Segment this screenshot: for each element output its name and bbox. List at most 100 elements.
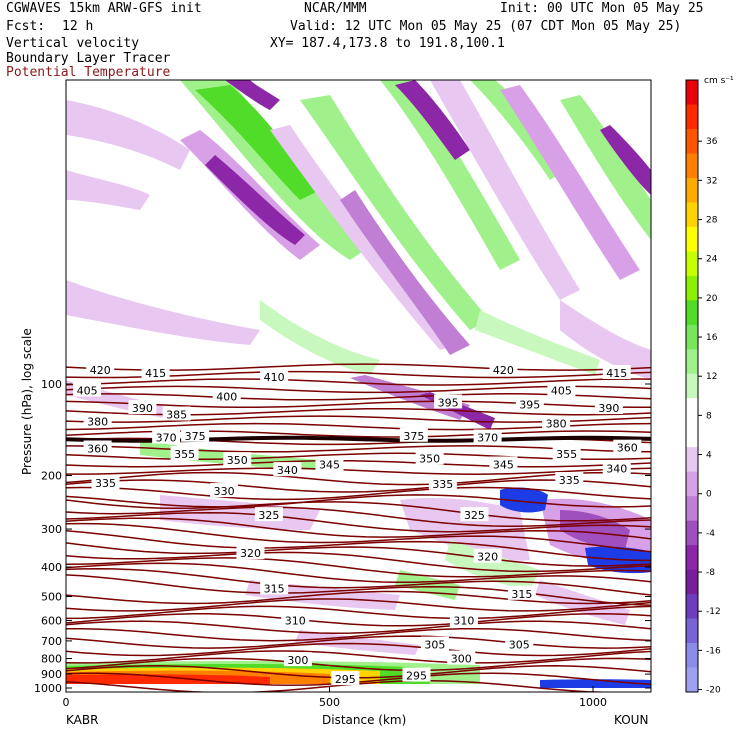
theta-contour: [66, 511, 651, 533]
colorbar: 36 32 28 24 20 16 12 8 4 0 -4 -8 -12 -16 -20: [685, 79, 721, 696]
theta-label: 335: [432, 478, 453, 491]
theta-label: 300: [451, 653, 472, 666]
theta-label: 360: [617, 442, 638, 455]
colorbar-tick-label: 32: [706, 176, 717, 186]
theta-label-bg: [181, 427, 210, 442]
colorbar-swatch: [686, 153, 698, 179]
theta-label-bg: [602, 460, 631, 475]
theta-label: 340: [277, 464, 298, 477]
y-tick-label: 400: [41, 561, 62, 574]
cross-section-xy: XY= 187.4,173.8 to 191.8,100.1: [270, 36, 505, 51]
theta-label: 305: [509, 639, 530, 652]
y-tick-label: 500: [41, 590, 62, 603]
theta-label-bg: [594, 400, 623, 415]
theta-contour: [66, 400, 651, 409]
theta-contour: [66, 613, 651, 627]
theta-contour: [66, 562, 651, 583]
theta-label: 370: [156, 432, 177, 445]
x-tick-label: 0: [63, 696, 70, 709]
theta-label: 335: [95, 477, 116, 490]
colorbar-swatch: [686, 398, 698, 424]
theta-label: 325: [464, 509, 485, 522]
theta-label-bg: [402, 667, 431, 682]
theta-label-bg: [489, 456, 518, 471]
colorbar-tick-label: 28: [706, 216, 718, 226]
colorbar-swatch: [686, 594, 698, 620]
theta-label-bg: [260, 580, 289, 595]
theta-contour: [66, 620, 651, 634]
colorbar-tick-label: 8: [706, 411, 712, 421]
theta-label-bg: [281, 612, 310, 627]
colorbar-swatch: [686, 80, 698, 105]
theta-label-bg: [83, 440, 112, 455]
theta-contour: [66, 635, 651, 649]
theta-contour: [66, 574, 651, 607]
theta-contour: [66, 378, 651, 386]
plot-frame: [65, 79, 652, 693]
theta-label: 415: [145, 367, 166, 380]
theta-label: 310: [285, 615, 306, 628]
colorbar-swatch: [686, 471, 698, 497]
theta-contour: [66, 506, 651, 527]
colorbar-tick-label: -20: [706, 686, 721, 696]
theta-label: 350: [419, 453, 440, 466]
fcst-label: Fcst:: [6, 19, 46, 34]
theta-label-bg: [460, 507, 489, 522]
colorbar-swatch: [686, 643, 698, 669]
theta-contour: [66, 605, 651, 620]
potential-temperature-labels: 420 415 410 420 415 405 400 405 390 385 395 395 390 3…: [73, 362, 642, 686]
theta-label-bg: [236, 545, 265, 560]
field-potential-temperature: Potential Temperature: [6, 65, 171, 80]
theta-label: 320: [477, 551, 498, 564]
theta-label-bg: [507, 585, 536, 600]
colorbar-tick-label: 36: [706, 137, 718, 147]
theta-label-bg: [315, 456, 344, 471]
colorbar-tick-label: -12: [706, 607, 721, 617]
theta-label-bg: [331, 671, 360, 686]
theta-label-bg: [152, 429, 181, 444]
theta-label: 355: [556, 448, 577, 461]
theta-label-bg: [449, 612, 478, 627]
theta-label: 400: [216, 391, 237, 404]
theta-contour: [66, 530, 651, 562]
theta-label-bg: [128, 400, 157, 415]
field-vertical-velocity: Vertical velocity: [6, 36, 140, 51]
theta-label: 305: [424, 639, 445, 652]
model-title: CGWAVES 15km ARW-GFS init: [6, 1, 202, 16]
theta-label-bg: [547, 382, 576, 397]
theta-contour: [66, 542, 651, 567]
colorbar-swatch: [686, 520, 698, 546]
colorbar-tick-label: 12: [706, 372, 717, 382]
colorbar-swatch: [686, 275, 698, 301]
x-tick-label: 1000: [579, 696, 607, 709]
theta-label-bg: [505, 636, 534, 651]
theta-label: 295: [406, 670, 427, 683]
theta-label: 300: [287, 654, 308, 667]
theta-contour: [66, 471, 651, 486]
theta-label-bg: [399, 427, 428, 442]
x-axis-label: Distance (km): [322, 713, 407, 727]
valid-time: Valid: 12 UTC Mon 05 May 25 (07 CDT Mon …: [290, 19, 682, 34]
colorbar-swatch: [686, 349, 698, 375]
y-tick-label: 800: [41, 653, 62, 666]
colorbar-swatch: [686, 447, 698, 473]
theta-label-bg: [428, 475, 457, 490]
theta-label-bg: [447, 650, 476, 665]
theta-label-bg: [170, 446, 199, 461]
colorbar-swatch: [686, 202, 698, 228]
colorbar-tick-label: -8: [706, 568, 715, 578]
theta-label: 310: [453, 615, 474, 628]
theta-contour: [66, 657, 651, 672]
theta-label: 380: [87, 416, 108, 429]
theta-label-bg: [434, 394, 463, 409]
theta-label-bg: [86, 362, 115, 377]
theta-label-bg: [602, 364, 631, 379]
theta-label: 420: [493, 364, 514, 377]
theta-label: 405: [551, 384, 572, 397]
y-tick-label: 200: [41, 470, 62, 483]
theta-label: 315: [264, 582, 285, 595]
colorbar-swatch: [686, 300, 698, 326]
theta-label: 380: [546, 418, 567, 431]
theta-label: 345: [493, 459, 514, 472]
